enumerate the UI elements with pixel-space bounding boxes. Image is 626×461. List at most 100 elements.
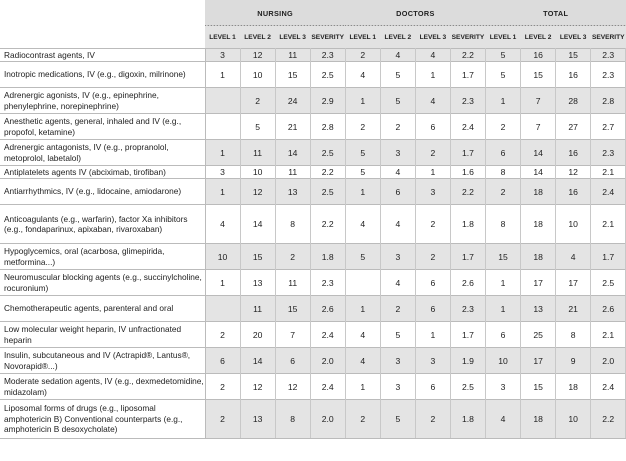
table-cell: 1 bbox=[205, 61, 241, 88]
table-cell: 2.3 bbox=[450, 295, 487, 322]
table-cell: 3 bbox=[205, 165, 241, 179]
table-cell: 5 bbox=[380, 321, 416, 348]
table-cell: 5 bbox=[345, 243, 381, 270]
table-cell: 2.2 bbox=[450, 48, 487, 62]
table-cell: 13 bbox=[240, 399, 276, 439]
table-cell: 20 bbox=[240, 321, 276, 348]
table-cell: 2.5 bbox=[590, 269, 626, 296]
table-cell: 2 bbox=[415, 204, 451, 244]
table-cell: 21 bbox=[555, 295, 592, 322]
table-cell: 2 bbox=[275, 243, 311, 270]
table-cell: 2.1 bbox=[590, 165, 626, 179]
group-header-total: TOTAL bbox=[485, 0, 626, 26]
table-cell: 24 bbox=[275, 87, 311, 114]
table-row: Low molecular weight heparin, IV unfract… bbox=[0, 321, 626, 348]
table-cell: 2 bbox=[240, 87, 276, 114]
table-cell: 9 bbox=[555, 347, 592, 374]
table-cell: 2.3 bbox=[310, 48, 346, 62]
table-cell: 2.2 bbox=[310, 165, 346, 179]
column-header-severity: SEVERITY bbox=[310, 26, 346, 49]
table-cell: 6 bbox=[415, 113, 451, 140]
table-cell: 6 bbox=[415, 373, 451, 400]
table-cell: 7 bbox=[520, 113, 557, 140]
table-cell: 17 bbox=[555, 269, 592, 296]
table-cell: 2.1 bbox=[590, 321, 626, 348]
table-cell: 2 bbox=[380, 113, 416, 140]
table-cell: 1 bbox=[345, 87, 381, 114]
group-header-nursing: NURSING bbox=[205, 0, 346, 26]
medication-severity-table: NURSING DOCTORS TOTAL LEVEL 1 LEVEL 2 LE… bbox=[0, 0, 626, 439]
medication-name: Radiocontrast agents, IV bbox=[0, 48, 206, 62]
table-cell: 3 bbox=[485, 373, 522, 400]
table-cell: 11 bbox=[275, 165, 311, 179]
table-cell: 16 bbox=[555, 139, 592, 166]
table-cell: 1 bbox=[485, 87, 522, 114]
table-cell: 14 bbox=[520, 165, 557, 179]
table-cell: 15 bbox=[275, 61, 311, 88]
table-row: Neuromuscular blocking agents (e.g., suc… bbox=[0, 269, 626, 296]
table-cell: 12 bbox=[240, 178, 276, 205]
table-row: Anticoagulants (e.g., warfarin), factor … bbox=[0, 204, 626, 244]
table-cell: 4 bbox=[380, 269, 416, 296]
table-cell bbox=[345, 269, 381, 296]
medication-name: Antiarrhythmics, IV (e.g., lidocaine, am… bbox=[0, 178, 206, 205]
table-cell: 2.4 bbox=[450, 113, 487, 140]
table-cell: 1.7 bbox=[450, 243, 487, 270]
table-cell: 2 bbox=[345, 113, 381, 140]
table-cell: 5 bbox=[380, 87, 416, 114]
table-cell: 8 bbox=[275, 204, 311, 244]
table-cell: 2 bbox=[485, 178, 522, 205]
table-cell: 2.3 bbox=[590, 139, 626, 166]
table-cell: 3 bbox=[380, 347, 416, 374]
table-cell: 17 bbox=[520, 269, 557, 296]
table-cell: 2.6 bbox=[450, 269, 487, 296]
table-cell: 28 bbox=[555, 87, 592, 114]
table-cell: 4 bbox=[345, 321, 381, 348]
table-cell: 6 bbox=[485, 139, 522, 166]
table-cell: 6 bbox=[415, 269, 451, 296]
table-cell: 12 bbox=[555, 165, 592, 179]
table-row: Antiplatelets agents IV (abciximab, tiro… bbox=[0, 165, 626, 179]
table-cell: 4 bbox=[380, 165, 416, 179]
table-cell: 10 bbox=[205, 243, 241, 270]
column-header-level-3: LEVEL 3 bbox=[275, 26, 311, 49]
table-cell: 18 bbox=[555, 373, 592, 400]
table-cell: 8 bbox=[485, 204, 522, 244]
table-cell: 4 bbox=[415, 87, 451, 114]
column-header-level-2: LEVEL 2 bbox=[520, 26, 556, 49]
table-cell: 2.5 bbox=[310, 178, 346, 205]
table-cell: 2.4 bbox=[590, 178, 626, 205]
table-cell: 1.6 bbox=[450, 165, 487, 179]
table-cell: 6 bbox=[275, 347, 311, 374]
table-cell: 4 bbox=[555, 243, 592, 270]
table-cell: 2.5 bbox=[310, 61, 346, 88]
table-cell: 3 bbox=[205, 48, 241, 62]
table-cell: 2.5 bbox=[450, 373, 487, 400]
table-cell: 10 bbox=[485, 347, 522, 374]
medication-name: Inotropic medications, IV (e.g., digoxin… bbox=[0, 61, 206, 88]
table-cell: 1 bbox=[345, 373, 381, 400]
table-cell: 16 bbox=[555, 61, 592, 88]
table-cell: 4 bbox=[345, 347, 381, 374]
table-row: Liposomal forms of drugs (e.g., liposoma… bbox=[0, 399, 626, 439]
table-cell: 2.4 bbox=[310, 321, 346, 348]
table-cell: 5 bbox=[345, 139, 381, 166]
table-cell: 6 bbox=[485, 321, 522, 348]
table-row: Moderate sedation agents, IV (e.g., dexm… bbox=[0, 373, 626, 400]
table-cell: 6 bbox=[205, 347, 241, 374]
table-row: Hypoglycemics, oral (acarbosa, glimepiri… bbox=[0, 243, 626, 270]
table-row: Antiarrhythmics, IV (e.g., lidocaine, am… bbox=[0, 178, 626, 205]
table-cell: 1 bbox=[485, 295, 522, 322]
table-cell: 8 bbox=[485, 165, 522, 179]
table-cell: 2.6 bbox=[310, 295, 346, 322]
table-cell: 5 bbox=[240, 113, 276, 140]
table-cell: 4 bbox=[485, 399, 522, 439]
column-header-level-1: LEVEL 1 bbox=[345, 26, 381, 49]
table-cell: 14 bbox=[275, 139, 311, 166]
table-cell: 1.8 bbox=[450, 204, 487, 244]
table-cell: 2 bbox=[415, 243, 451, 270]
table-cell: 2.3 bbox=[450, 87, 487, 114]
table-cell: 1.9 bbox=[450, 347, 487, 374]
table-cell: 11 bbox=[240, 139, 276, 166]
